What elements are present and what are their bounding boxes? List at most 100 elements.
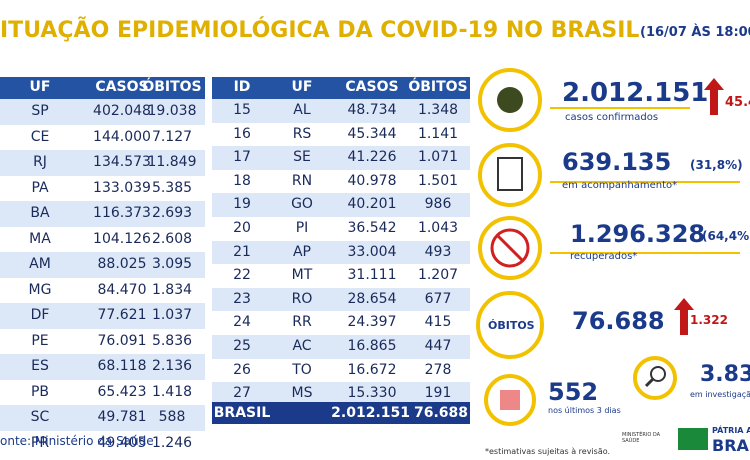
- table-row: [212, 287, 470, 312]
- table-cell: AM: [29, 256, 51, 272]
- table-cell: PA: [31, 179, 49, 196]
- confirmed-label: casos confirmados: [565, 112, 659, 123]
- table-cell: 40.201: [347, 196, 397, 213]
- table-cell: 41.226: [347, 149, 397, 166]
- table-cell: AC: [292, 338, 312, 354]
- table-cell: RN: [291, 172, 313, 189]
- table-row: [212, 99, 470, 123]
- table-cell: PB: [30, 383, 50, 400]
- column-header: ÓBITOS: [142, 79, 202, 95]
- table-row: [212, 264, 470, 288]
- table-cell: 77.621: [97, 307, 147, 323]
- table-cell: 48.734: [347, 102, 397, 118]
- table-cell: 1.207: [417, 267, 459, 284]
- table-cell: 17: [233, 149, 251, 166]
- table-cell: 28.654: [347, 290, 397, 307]
- table-cell: 24.397: [347, 314, 397, 331]
- table-row: [0, 405, 205, 431]
- table-cell: 677: [424, 290, 452, 307]
- table-cell: 18: [233, 172, 251, 189]
- table-cell: 16.672: [347, 361, 397, 378]
- table-row: [212, 122, 470, 147]
- table-row: [212, 146, 470, 170]
- table-cell: 1.501: [417, 172, 459, 189]
- total-cell: BRASIL: [213, 405, 271, 421]
- table-cell: 24: [233, 314, 251, 331]
- table-cell: 447: [424, 338, 452, 354]
- recovered-percent: (64,4%: [702, 229, 750, 243]
- table-cell: GO: [291, 196, 313, 213]
- search-icon: [650, 366, 666, 382]
- table-cell: 15: [233, 102, 251, 118]
- table-cell: 1.246: [151, 434, 193, 451]
- table-cell: 5.836: [151, 332, 193, 349]
- table-cell: 16: [233, 125, 251, 142]
- up-arrow: [704, 78, 724, 115]
- table-cell: PI: [295, 220, 309, 236]
- table-cell: 134.573: [93, 154, 151, 170]
- brand-top: PÁTRIA AM: [712, 426, 750, 435]
- table-cell: 402.048: [93, 103, 151, 119]
- table-cell: 68.118: [97, 358, 147, 374]
- table-row: [212, 311, 470, 335]
- search-icon: [644, 377, 655, 388]
- table-cell: 65.423: [97, 383, 147, 400]
- recent-value: 552: [548, 378, 599, 406]
- table-cell: 26: [233, 361, 251, 378]
- header-bar: [0, 0, 750, 60]
- column-header: UF: [29, 79, 51, 95]
- table-cell: SC: [30, 409, 50, 425]
- table-cell: 144.000: [93, 128, 151, 145]
- table-row: [0, 328, 205, 354]
- table-cell: 493: [424, 243, 452, 260]
- table-cell: 19: [233, 196, 251, 213]
- table-cell: 11.849: [147, 154, 197, 170]
- table-cell: 27: [233, 385, 251, 402]
- note: *estimativas sujeitas à revisão.: [485, 447, 611, 456]
- table-cell: PE: [31, 332, 49, 349]
- table-cell: AL: [293, 102, 311, 118]
- virus-icon: [497, 87, 523, 113]
- table-cell: 191: [424, 385, 452, 402]
- header-row: [212, 77, 470, 99]
- table-cell: MT: [291, 267, 313, 284]
- table-cell: 33.004: [347, 243, 397, 260]
- table-cell: 278: [424, 361, 452, 378]
- total-cell: 2.012.151: [331, 405, 410, 421]
- table-cell: 49.405: [97, 434, 147, 451]
- table-cell: 116.373: [93, 205, 151, 221]
- table-cell: 2.608: [151, 230, 193, 247]
- table-row: [212, 169, 470, 194]
- table-row: [0, 277, 205, 303]
- clipboard-icon: [497, 157, 523, 191]
- column-header: CASOS: [345, 79, 399, 95]
- table-cell: AP: [292, 243, 312, 260]
- recent-label: nos últimos 3 dias: [548, 406, 621, 415]
- table-cell: 2.693: [151, 205, 193, 221]
- table-cell: MA: [29, 230, 51, 247]
- table-row: [212, 193, 470, 217]
- no-virus-icon: [495, 233, 525, 263]
- column-header: UF: [291, 79, 313, 95]
- table-cell: 7.127: [151, 128, 193, 145]
- table-row: [0, 303, 205, 329]
- table-cell: 45.344: [347, 125, 397, 142]
- table-cell: 16.865: [347, 338, 397, 354]
- column-header: ID: [233, 79, 251, 95]
- table-cell: 31.111: [347, 267, 397, 284]
- table-cell: 104.126: [93, 230, 151, 247]
- table-row: [0, 175, 205, 201]
- source: onte: Ministério da Saúde: [0, 434, 154, 448]
- table-cell: DF: [30, 307, 50, 323]
- table-cell: RJ: [33, 154, 47, 170]
- calendar-icon: [500, 390, 520, 410]
- table-cell: 1.071: [417, 149, 459, 166]
- table-cell: TO: [292, 361, 312, 378]
- table-cell: RS: [292, 125, 312, 142]
- table-row: [212, 382, 470, 406]
- table-cell: 2.136: [151, 358, 193, 374]
- total-cell: 76.688: [413, 405, 468, 421]
- table-cell: 84.470: [97, 281, 147, 298]
- icon-ring: [476, 291, 544, 359]
- brand: BRAS: [712, 436, 750, 455]
